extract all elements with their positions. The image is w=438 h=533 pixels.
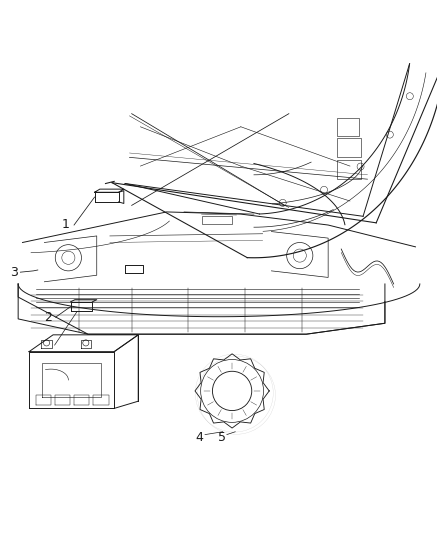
Text: 5: 5: [219, 431, 226, 444]
Bar: [201, 216, 232, 224]
Text: 2: 2: [44, 311, 52, 324]
Bar: [337, 138, 361, 157]
Text: 3: 3: [10, 265, 18, 279]
Bar: [337, 159, 361, 179]
Bar: [337, 118, 359, 135]
Text: 4: 4: [195, 431, 203, 444]
Text: 1: 1: [61, 218, 69, 231]
